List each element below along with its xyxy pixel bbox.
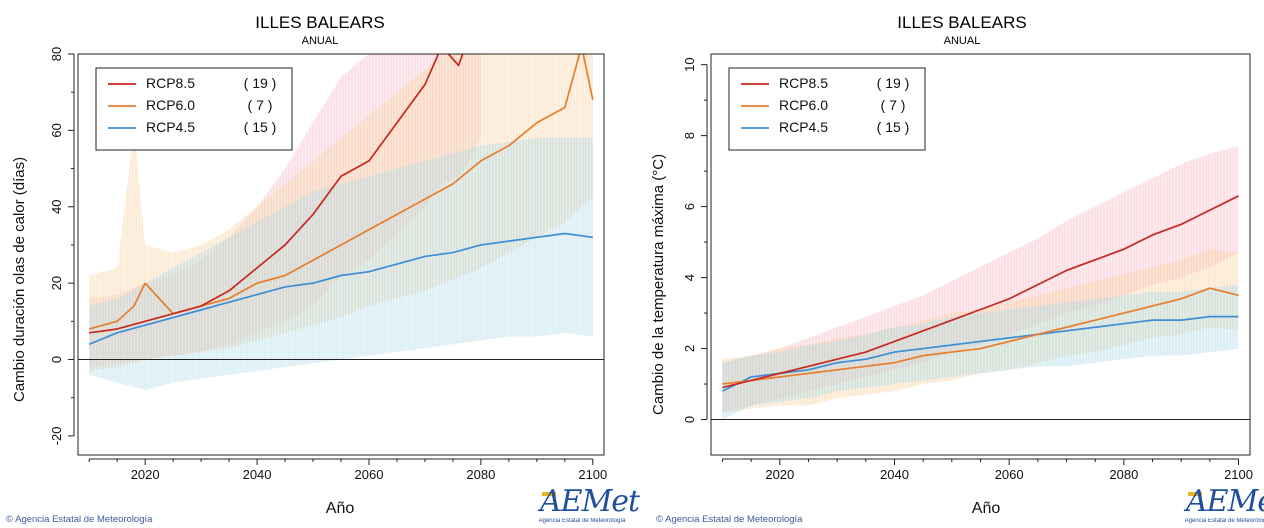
y-tick-label: 40: [49, 200, 64, 214]
max-temperature-chart-panel: 2020 2040 2060 2080 2100 0 2 4 6 8 10 RCP8.5( 19 ) R…: [632, 0, 1264, 528]
band-RCP4.5: [89, 138, 593, 391]
y-tick-label: 60: [49, 123, 64, 137]
legend-count: ( 19 ): [877, 75, 910, 91]
y-tick-label: 0: [49, 356, 64, 363]
heatwave-duration-chart: 2020 2040 2060 2080 2100-20020406080RCP8.5( …: [49, 47, 607, 482]
legend-count: ( 15 ): [877, 119, 910, 135]
series-line-RCP6.0: [722, 287, 1239, 385]
x-tick-label: 2040: [880, 467, 909, 482]
chart-subtitle: ANUAL: [301, 35, 339, 47]
y-tick-label: 20: [49, 276, 64, 290]
x-tick-label: 2040: [243, 467, 272, 482]
y-tick-label: -20: [49, 427, 64, 446]
legend-box: [95, 67, 293, 151]
y-tick-label: 0: [682, 416, 697, 423]
legend-label: RCP4.5: [146, 119, 195, 135]
logo-wordmark: AEMet: [540, 484, 640, 519]
x-axis-label: Año: [325, 500, 355, 517]
legend-label: RCP8.5: [779, 75, 828, 91]
x-axis-label: Año: [971, 500, 1001, 517]
legend: RCP8.5 ( 19 ) RCP6.0 ( 7 ) RCP4.5 ( 15 ): [728, 67, 926, 151]
x-tick-label: 2060: [355, 467, 384, 482]
y-tick-label: 80: [49, 47, 64, 61]
y-axis-label: Cambio de la temperatura máxima (°C): [650, 153, 667, 415]
series-line-RCP6.0: [88, 54, 594, 330]
band-RCP4.5: [722, 284, 1239, 420]
logo-wordmark: AEMet: [1186, 484, 1264, 519]
legend-label: RCP4.5: [779, 119, 828, 135]
legend-count: ( 15 ): [244, 119, 277, 135]
heatwave-duration-chart-panel: 2020 2040 2060 2080 2100 -20 0 20 40 60 80 RCP8.5( …: [6, 13, 640, 526]
x-tick-label: 2020: [765, 467, 794, 482]
logo-subtitle: Agencia Estatal de Meteorología: [1184, 518, 1264, 524]
plot-frame: [710, 53, 1251, 456]
legend-count: ( 19 ): [244, 75, 277, 91]
series-line-RCP8.5: [89, 54, 464, 334]
plot-area: [78, 54, 604, 391]
logo-subtitle: Agencia Estatal de Meteorología: [538, 518, 626, 524]
series-line-RCP4.5: [722, 315, 1239, 392]
legend-count: ( 7 ): [248, 97, 273, 113]
credit-text: © Agencia Estatal de Meteorología: [6, 514, 153, 525]
chart-subtitle: ANUAL: [943, 35, 981, 47]
series-line-RCP8.5: [722, 195, 1239, 389]
y-tick-label: 2: [682, 345, 697, 352]
chart-title: ILLES BALEARS: [255, 13, 385, 32]
chart-title: ILLES BALEARS: [897, 13, 1027, 32]
x-tick-label: 2100: [1224, 467, 1253, 482]
legend-label: RCP6.0: [779, 97, 828, 113]
credit-text: © Agencia Estatal de Meteorología: [656, 514, 803, 525]
x-tick-label: 2100: [578, 467, 607, 482]
series-line-RCP4.5: [88, 232, 593, 346]
y-axis-label: Cambio duración olas de calor (días): [11, 156, 28, 402]
aemet-logo: AEMet Agencia Estatal de Meteorología: [532, 484, 640, 526]
plot-area: [711, 146, 1250, 421]
x-tick-label: 2020: [131, 467, 160, 482]
legend-box: [728, 67, 926, 151]
x-tick-label: 2080: [1109, 467, 1138, 482]
aemet-logo: AEMet Agencia Estatal de Meteorología: [1178, 484, 1264, 526]
y-tick-label: 8: [682, 132, 697, 139]
y-tick-label: 6: [682, 203, 697, 210]
legend-label: RCP8.5: [146, 75, 195, 91]
x-tick-label: 2080: [466, 467, 495, 482]
legend-label: RCP6.0: [146, 97, 195, 113]
legend-count: ( 7 ): [881, 97, 906, 113]
y-tick-label: 10: [682, 57, 697, 71]
x-tick-label: 2060: [995, 467, 1024, 482]
y-tick-label: 4: [682, 274, 697, 281]
legend: RCP8.5 ( 19 ) RCP6.0 ( 7 ) RCP4.5 ( 15 ): [95, 67, 293, 151]
plot-frame: [77, 53, 605, 456]
